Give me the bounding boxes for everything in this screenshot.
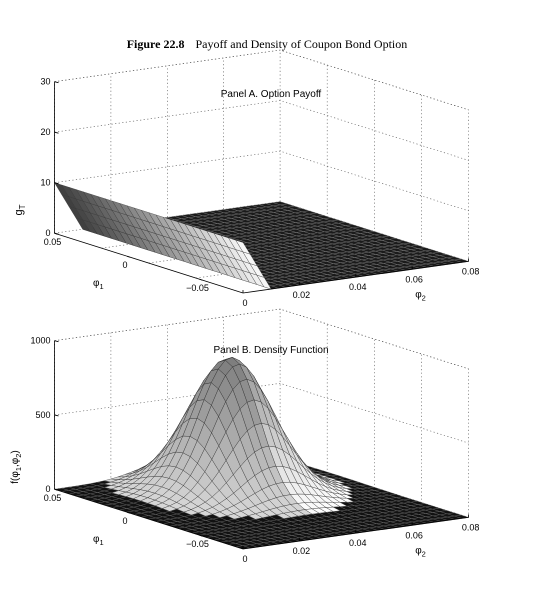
panelb-phi1-tick [126,511,131,514]
panela-phi2-tick-label: 0.06 [405,274,423,284]
panela-phi1-tick-label: 0.05 [44,237,62,247]
panelb-phi2-tick-label: 0.06 [405,530,423,540]
panela-phi1-label: φ1 [93,278,104,291]
panelb-z-label: f(φ1,φ2) [10,450,23,484]
panela-phi1-axis [54,232,244,294]
panel-a-option-payoff: 0.050−0.0500.020.040.060.080102030φ1φ2gT… [13,49,480,308]
panela-z-tick [54,182,59,185]
panela-phi2-tick-label: 0 [242,298,247,308]
panela-z-tick-label: 30 [40,77,50,87]
panela-z-tick [54,81,59,84]
panelb-z-tick-label: 500 [35,410,50,420]
panela-phi1-tick [126,255,131,258]
panela-grid-z [54,150,469,212]
panela-z-tick [54,232,59,235]
panelb-phi1-tick-label: −0.05 [186,539,209,549]
panelb-phi2-tick-label: 0 [242,554,247,564]
panela-grid-top [54,49,469,111]
panelb-phi2-tick-label: 0.04 [349,538,367,548]
panel-b-density-function: 0.050−0.0500.020.040.060.0805001000φ1φ2f… [10,308,480,564]
panela-phi2-tick-label: 0.02 [293,290,311,300]
panelb-phi1-axis [54,488,244,550]
panela-z-label: gT [13,204,27,215]
panela-grid-z [54,49,469,111]
panelb-phi1-label: φ1 [93,534,104,547]
panela-grid-z [54,100,469,161]
figure-title: Figure 22.8 Payoff and Density of Coupon… [0,37,534,52]
panela-z-tick-label: 10 [40,178,50,188]
panela-phi1-tick [199,278,203,281]
figure-caption: Payoff and Density of Coupon Bond Option [195,37,408,51]
panelb-phi1-tick-label: 0.05 [44,493,62,503]
panela-z-tick-label: 20 [40,127,50,137]
panelb-z-tick-label: 1000 [30,336,50,346]
panelb-phi1-tick-label: 0 [122,516,127,526]
panelb-title: Panel B. Density Function [213,345,328,356]
panela-surface-patch [235,239,251,255]
panelb-grid-z [54,382,469,444]
panela-z-tick-label: 0 [45,228,50,238]
panelb-z-tick [54,340,59,343]
panelb-phi2-tick-label: 0.08 [462,522,480,532]
panela-phi2-tick-label: 0.08 [462,266,480,276]
panelb-phi1-tick [199,534,203,537]
panela-phi1-tick-label: 0 [122,260,127,270]
panelb-phi2-label: φ2 [415,545,426,558]
panelb-z-tick [54,488,59,491]
panelb-z-tick [54,414,59,417]
panela-title: Panel A. Option Payoff [221,89,322,100]
panela-z-tick [54,131,59,134]
panela-phi2-tick-label: 0.04 [349,282,367,292]
panelb-grid-top [54,308,469,370]
panelb-z-tick-label: 0 [45,484,50,494]
panelb-grid-z [54,308,469,370]
panela-phi2-label: φ2 [415,289,426,302]
panelb-phi2-tick-label: 0.02 [293,546,311,556]
figure-number: Figure 22.8 [126,37,185,51]
panela-phi1-tick-label: −0.05 [186,283,209,293]
